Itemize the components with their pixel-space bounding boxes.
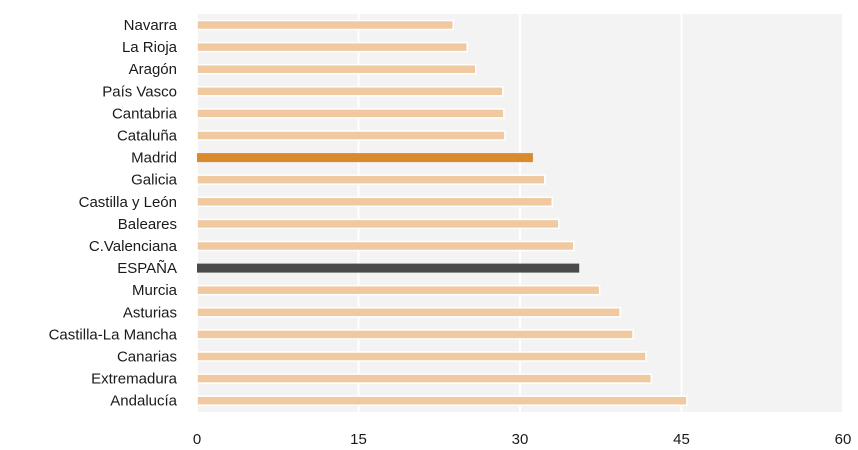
bar-extremadura xyxy=(196,373,653,384)
bar-la-rioja xyxy=(196,41,468,53)
bar-canarias xyxy=(196,351,647,362)
label-pais-vasco: País Vasco xyxy=(102,83,177,100)
bar-aragon xyxy=(196,63,477,75)
bar-castilla-la-mancha xyxy=(196,329,634,340)
gridlines xyxy=(196,14,844,412)
label-cataluna: Cataluña xyxy=(117,128,178,145)
bar-espana xyxy=(197,263,580,273)
category-labels: Navarra La Rioja Aragón País Vasco Cantabria… xyxy=(49,17,178,410)
x-tick-labels: 0 15 30 45 60 xyxy=(193,431,852,448)
label-aragon: Aragón xyxy=(129,61,177,78)
label-murcia: Murcia xyxy=(132,282,178,299)
label-andalucia: Andalucía xyxy=(110,393,177,410)
label-cantabria: Cantabria xyxy=(112,105,178,122)
x-tick-15: 15 xyxy=(350,431,367,448)
label-canarias: Canarias xyxy=(117,349,177,366)
x-tick-60: 60 xyxy=(835,431,852,448)
bar-andalucia xyxy=(196,395,688,406)
label-c-valenciana: C.Valenciana xyxy=(89,238,178,255)
bar-cantabria xyxy=(196,108,505,119)
label-la-rioja: La Rioja xyxy=(122,39,178,56)
bar-castilla-y-leon xyxy=(196,196,554,208)
bar-galicia xyxy=(196,174,546,185)
bar-c-valenciana xyxy=(196,240,575,252)
bar-asturias xyxy=(196,307,621,318)
bars xyxy=(196,19,688,406)
label-extremadura: Extremadura xyxy=(91,371,178,388)
x-tick-0: 0 xyxy=(193,431,201,448)
label-castilla-y-leon: Castilla y León xyxy=(79,194,177,211)
label-baleares: Baleares xyxy=(118,216,177,233)
bar-madrid xyxy=(197,153,533,163)
bar-pais-vasco xyxy=(196,86,504,97)
bar-cataluna xyxy=(196,130,506,141)
label-navarra: Navarra xyxy=(124,17,178,34)
label-castilla-la-mancha: Castilla-La Mancha xyxy=(49,326,178,343)
label-asturias: Asturias xyxy=(123,304,177,321)
label-madrid: Madrid xyxy=(131,150,177,167)
x-tick-30: 30 xyxy=(512,431,529,448)
label-galicia: Galicia xyxy=(131,172,178,189)
bar-navarra xyxy=(196,19,454,31)
label-espana: ESPAÑA xyxy=(117,260,177,277)
bar-baleares xyxy=(196,218,560,230)
bar-murcia xyxy=(196,284,601,296)
x-tick-45: 45 xyxy=(673,431,690,448)
